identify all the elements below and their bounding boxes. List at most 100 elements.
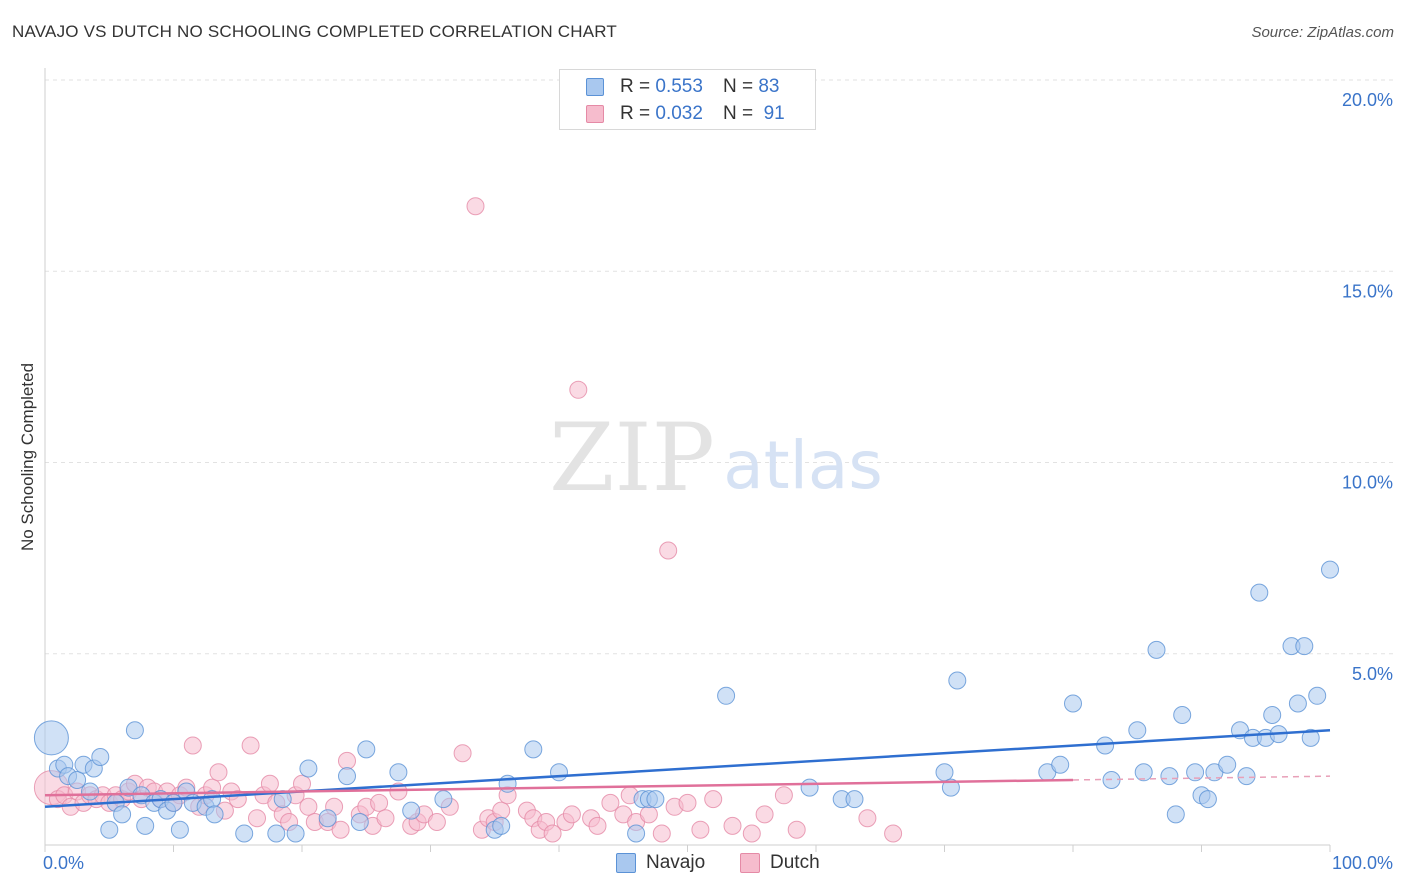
point-navajo bbox=[125, 721, 144, 740]
point-dutch bbox=[787, 820, 806, 839]
watermark: ZIP atlas bbox=[549, 404, 883, 513]
point-dutch bbox=[659, 541, 678, 560]
point-dutch bbox=[723, 816, 742, 835]
legend-item-dutch[interactable]: Dutch bbox=[740, 852, 820, 874]
point-dutch bbox=[241, 736, 260, 755]
point-navajo bbox=[1295, 637, 1314, 656]
point-dutch bbox=[299, 797, 318, 816]
series-legend: Navajo Dutch bbox=[0, 852, 1406, 878]
legend-r-value-dutch: 0.032 bbox=[655, 103, 703, 124]
legend-row-dutch: R = 0.032 N = 91 bbox=[586, 101, 785, 127]
point-navajo bbox=[1250, 583, 1269, 602]
trendline-dutch-extension bbox=[1072, 775, 1331, 781]
legend-r-label: R = bbox=[620, 76, 651, 97]
point-navajo bbox=[1198, 790, 1217, 809]
point-navajo bbox=[299, 759, 318, 778]
point-dutch bbox=[742, 824, 761, 843]
y-tick-label: 15.0% bbox=[1342, 281, 1393, 301]
point-navajo bbox=[717, 686, 736, 705]
point-navajo bbox=[338, 767, 356, 786]
point-navajo bbox=[1288, 694, 1307, 713]
point-dutch bbox=[331, 820, 350, 839]
point-navajo bbox=[1147, 640, 1166, 659]
y-tick-label: 5.0% bbox=[1352, 664, 1393, 684]
point-navajo bbox=[941, 778, 960, 797]
point-dutch bbox=[858, 809, 877, 828]
point-navajo bbox=[267, 824, 286, 843]
y-tick-label: 20.0% bbox=[1342, 90, 1393, 110]
point-navajo bbox=[1128, 721, 1147, 740]
point-navajo bbox=[1218, 755, 1237, 774]
point-navajo bbox=[100, 820, 119, 839]
point-navajo bbox=[1096, 736, 1115, 755]
point-navajo bbox=[1308, 686, 1327, 705]
point-navajo bbox=[33, 720, 69, 756]
point-dutch bbox=[338, 751, 356, 770]
point-navajo bbox=[646, 790, 665, 809]
point-dutch bbox=[466, 197, 485, 216]
legend-item-navajo[interactable]: Navajo bbox=[616, 852, 705, 874]
point-navajo bbox=[1051, 755, 1070, 774]
data-points bbox=[33, 197, 1339, 843]
point-navajo bbox=[1186, 763, 1205, 782]
trend-lines bbox=[44, 729, 1331, 808]
point-navajo bbox=[1166, 805, 1185, 824]
legend-row-navajo: R = 0.553 N = 83 bbox=[586, 74, 779, 100]
point-dutch bbox=[704, 790, 723, 809]
point-dutch bbox=[588, 816, 607, 835]
point-navajo bbox=[1263, 706, 1282, 724]
legend-swatch-dutch bbox=[586, 105, 604, 123]
point-navajo bbox=[550, 763, 568, 782]
watermark-zip: ZIP bbox=[549, 404, 715, 513]
source-label: Source: ZipAtlas.com bbox=[1251, 24, 1394, 41]
point-navajo bbox=[91, 748, 110, 766]
point-navajo bbox=[627, 824, 646, 843]
point-navajo bbox=[286, 824, 305, 843]
point-navajo bbox=[113, 805, 132, 824]
point-dutch bbox=[691, 820, 710, 839]
point-dutch bbox=[543, 824, 562, 843]
point-dutch bbox=[248, 809, 266, 828]
legend-r-label: R = bbox=[620, 103, 651, 124]
point-navajo bbox=[1160, 767, 1179, 786]
trendline-dutch bbox=[44, 778, 1074, 797]
legend-r-value-navajo: 0.553 bbox=[655, 76, 703, 97]
point-navajo bbox=[1321, 560, 1339, 579]
point-navajo bbox=[235, 824, 254, 843]
legend-swatch-dutch bbox=[740, 853, 760, 873]
point-navajo bbox=[1237, 767, 1256, 786]
point-dutch bbox=[652, 824, 671, 843]
point-dutch bbox=[639, 805, 658, 824]
point-navajo bbox=[935, 763, 954, 782]
point-navajo bbox=[318, 809, 337, 828]
point-dutch bbox=[209, 763, 228, 782]
point-navajo bbox=[81, 782, 99, 801]
point-dutch bbox=[884, 824, 903, 843]
point-navajo bbox=[524, 740, 543, 759]
point-navajo bbox=[170, 820, 189, 839]
watermark-atlas: atlas bbox=[723, 427, 883, 504]
legend-label-dutch: Dutch bbox=[770, 852, 820, 873]
point-dutch bbox=[755, 805, 774, 824]
point-navajo bbox=[800, 778, 819, 797]
point-dutch bbox=[376, 809, 395, 828]
point-dutch bbox=[774, 786, 793, 805]
legend-swatch-navajo bbox=[616, 853, 636, 873]
axes bbox=[44, 68, 1331, 852]
point-navajo bbox=[1064, 694, 1082, 713]
point-navajo bbox=[1301, 728, 1320, 747]
point-dutch bbox=[370, 793, 389, 812]
tick-labels: 5.0% 10.0% 15.0% 20.0% 0.0% 100.0% bbox=[43, 90, 1393, 873]
point-navajo bbox=[389, 763, 408, 782]
point-navajo bbox=[948, 671, 967, 690]
point-dutch bbox=[183, 736, 202, 755]
point-dutch bbox=[427, 813, 446, 831]
x-tick-label: 0.0% bbox=[43, 853, 84, 873]
point-dutch bbox=[260, 774, 279, 793]
point-navajo bbox=[350, 813, 369, 831]
point-navajo bbox=[1173, 706, 1192, 724]
point-navajo bbox=[845, 790, 864, 809]
x-tick-label: 100.0% bbox=[1332, 853, 1393, 873]
point-navajo bbox=[357, 740, 376, 759]
point-navajo bbox=[434, 790, 453, 809]
